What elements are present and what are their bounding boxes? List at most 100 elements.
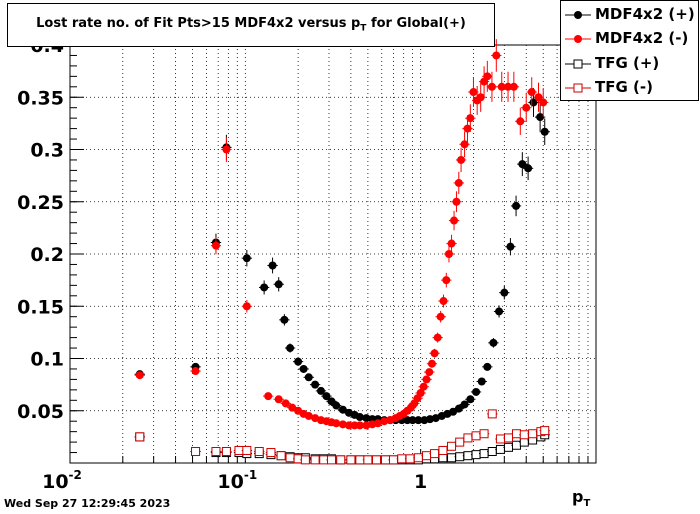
data-point [268, 261, 277, 270]
data-point [540, 127, 549, 136]
data-point [442, 276, 451, 285]
data-point [518, 160, 527, 169]
data-point [338, 405, 347, 414]
data-point [422, 375, 431, 384]
data-point [471, 431, 481, 441]
data-point [536, 113, 545, 122]
data-point [460, 140, 469, 149]
data-point [433, 333, 442, 342]
data-point [355, 413, 364, 422]
data-point [300, 455, 310, 465]
data-point [430, 349, 439, 358]
data-point [450, 216, 459, 225]
x-tick-exponent: -2 [69, 468, 82, 482]
data-point [389, 455, 399, 465]
x-tick-label: 1 [414, 471, 427, 493]
data-point [519, 437, 529, 447]
data-point [288, 403, 297, 412]
data-point [539, 98, 548, 107]
y-tick-label: 0.35 [17, 87, 64, 109]
legend-label: MDF4x2 (+) [595, 5, 695, 23]
data-point [540, 426, 550, 436]
legend-label: MDF4x2 (-) [595, 29, 689, 47]
data-point [372, 455, 382, 465]
data-point [294, 357, 303, 366]
data-point [497, 82, 506, 91]
data-point [447, 441, 457, 451]
data-point [452, 197, 461, 206]
data-point [479, 429, 489, 439]
legend-entry-mdf-minus: MDF4x2 (-) [561, 27, 700, 51]
y-tick-label: 0.25 [17, 192, 64, 214]
data-point [310, 455, 320, 465]
data-point [476, 93, 485, 102]
data-point [135, 432, 145, 442]
data-point [483, 362, 492, 371]
data-point [438, 453, 448, 463]
title-main: Lost rate no. of Fit Pts>15 MDF4x2 versu… [36, 16, 361, 31]
data-point [135, 371, 144, 380]
data-point [534, 93, 543, 102]
data-point [438, 445, 448, 455]
data-point [311, 380, 320, 389]
data-point [519, 430, 529, 440]
data-point [487, 82, 496, 91]
data-point [222, 145, 231, 154]
x-axis-title: pT [572, 487, 590, 509]
data-point [479, 449, 489, 459]
data-point [344, 421, 353, 430]
data-point [332, 419, 341, 428]
y-tick-label: 0.15 [17, 296, 64, 318]
y-tick-label: 0.3 [30, 140, 64, 162]
data-point [397, 454, 407, 464]
legend-entry-tfg-minus: TFG (-) [561, 76, 700, 100]
data-point [326, 455, 336, 465]
data-point [425, 368, 434, 377]
data-point [471, 450, 481, 460]
data-point [483, 72, 492, 81]
data-point [487, 447, 497, 457]
data-point [362, 414, 371, 423]
data-point [463, 124, 472, 133]
legend-entry-mdf-plus: MDF4x2 (+) [561, 3, 700, 27]
data-point [191, 367, 200, 376]
data-point [280, 315, 289, 324]
data-point [276, 451, 286, 461]
data-point [427, 359, 436, 368]
data-point [460, 400, 469, 409]
data-point [416, 388, 425, 397]
axes: 0.050.10.150.20.250.30.350.410-210-11 [17, 35, 589, 493]
data-point [504, 82, 513, 91]
data-point [509, 82, 518, 91]
data-point [299, 364, 308, 373]
legend-entry-tfg-plus: TFG (+) [561, 52, 700, 76]
data-point [439, 297, 448, 306]
data-point [455, 452, 465, 462]
data-point [304, 373, 313, 382]
data-point [504, 442, 514, 452]
data-point [242, 302, 251, 311]
data-point [355, 421, 364, 430]
data-point [264, 392, 273, 401]
data-point [455, 437, 465, 447]
data-point [260, 283, 269, 292]
data-point [454, 178, 463, 187]
data-point [363, 455, 373, 465]
data-point [266, 448, 276, 458]
x-tick-label: 10-1 [217, 468, 257, 493]
open-square-red-icon [565, 83, 591, 93]
data-point [211, 241, 220, 250]
data-point [362, 421, 371, 430]
x-tick-exponent: -1 [244, 468, 257, 482]
data-point [504, 433, 514, 443]
y-tick-label: 0.05 [17, 401, 64, 423]
chart-title: Lost rate no. of Fit Pts>15 MDF4x2 versu… [8, 16, 494, 34]
x-axis-title-sub: T [583, 498, 591, 510]
data-point [355, 455, 365, 465]
data-point [444, 250, 453, 258]
timestamp: Wed Sep 27 12:29:45 2023 [4, 497, 171, 510]
data-point [466, 114, 475, 123]
data-point [316, 386, 325, 395]
data-point [332, 401, 341, 410]
